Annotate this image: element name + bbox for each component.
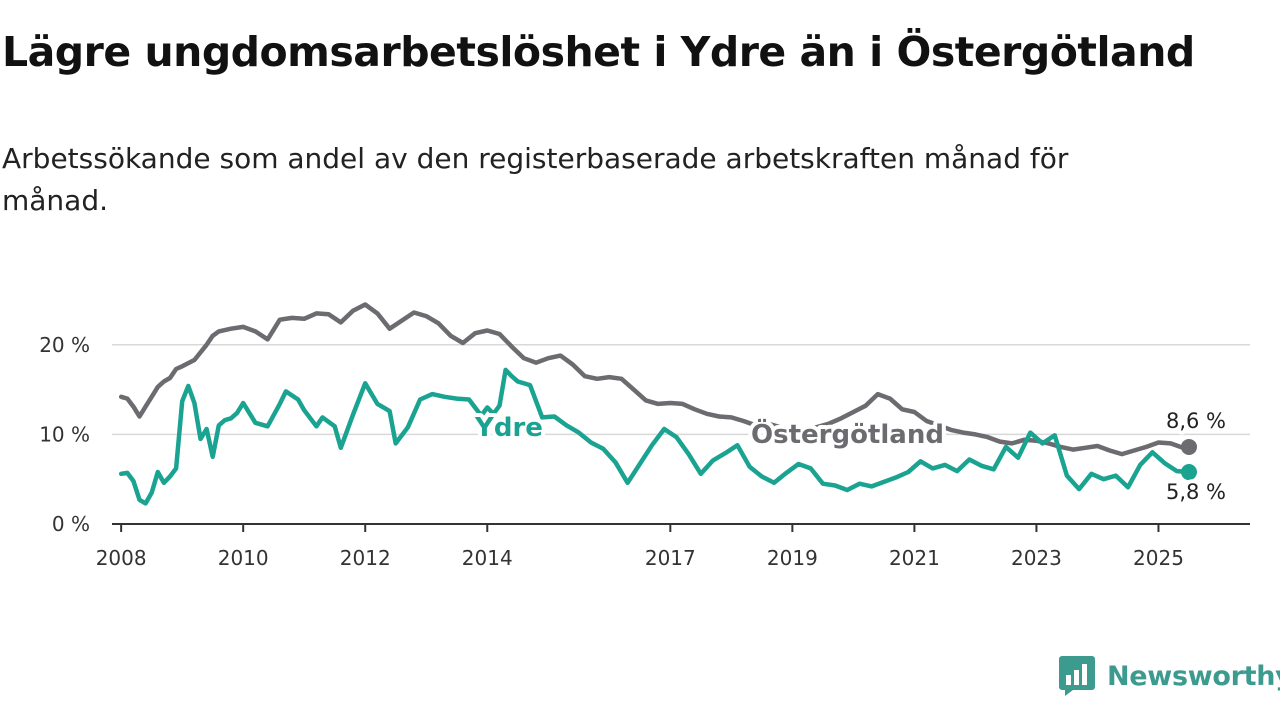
newsworthy-logo-icon [1059, 656, 1095, 696]
brand-logo: Newsworthy [1059, 655, 1280, 697]
x-tick-label: 2023 [1011, 546, 1062, 570]
x-tick-label: 2012 [340, 546, 391, 570]
series-line-ydre [118, 367, 1192, 506]
x-tick-label: 2014 [462, 546, 513, 570]
x-tick-label: 2010 [218, 546, 269, 570]
series-labels: Ydre Östergötland 8,6 % 5,8 % [470, 405, 1230, 508]
series-line-ostergotland [118, 302, 1192, 457]
y-tick-label: 0 % [52, 512, 90, 536]
end-point-ostergotland [1180, 438, 1197, 455]
end-point-ydre [1180, 464, 1197, 481]
end-value-label-ostergotland: 8,6 % [1166, 409, 1226, 433]
x-tick-label: 2021 [889, 546, 940, 570]
x-tick-label: 2008 [96, 546, 147, 570]
x-axis-ticks: 2008 2010 2012 2014 2017 2019 2021 2023 2025 [96, 524, 1184, 570]
grid-lines [112, 344, 1250, 436]
x-tick-label: 2019 [767, 546, 818, 570]
end-value-label-ydre: 5,8 % [1166, 480, 1226, 504]
y-tick-label: 20 % [39, 333, 90, 357]
x-tick-label: 2017 [645, 546, 696, 570]
chart-subtitle: Arbetssökande som andel av den registerb… [2, 142, 1069, 217]
y-tick-label: 10 % [39, 422, 90, 446]
series-label-ydre: Ydre [474, 413, 543, 443]
x-tick-label: 2025 [1133, 546, 1184, 570]
y-axis-ticks: 0 % 10 % 20 % [39, 333, 90, 536]
series-lines [118, 302, 1197, 506]
brand-name: Newsworthy [1107, 660, 1280, 692]
chart-title: Lägre ungdomsarbetslöshet i Ydre än i Ös… [2, 28, 1195, 76]
series-label-ostergotland: Östergötland [751, 417, 944, 450]
